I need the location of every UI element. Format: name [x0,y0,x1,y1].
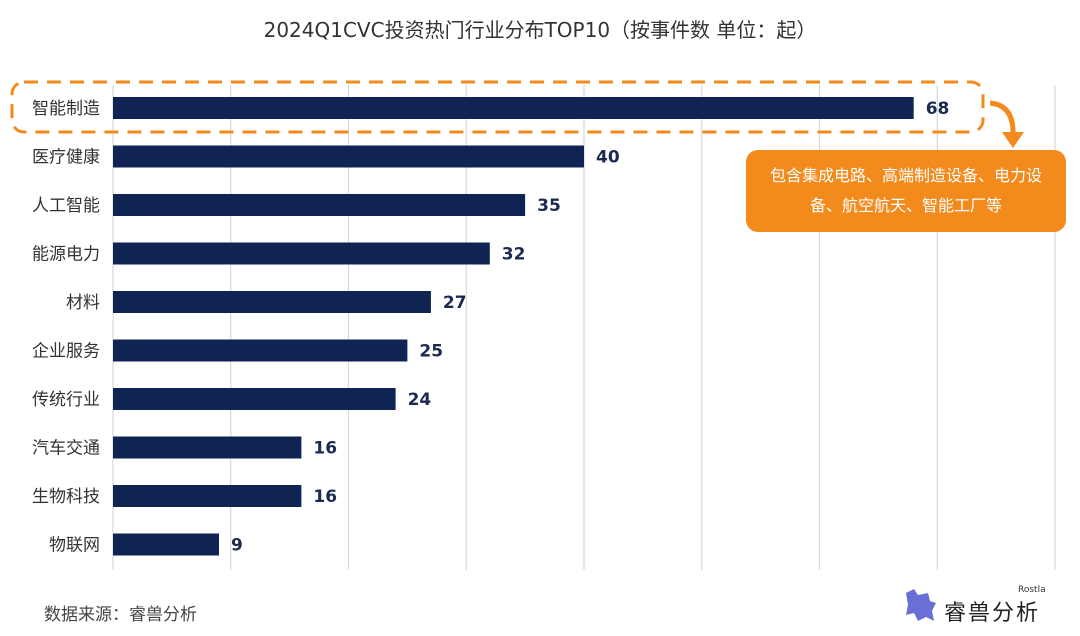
bar [113,97,914,119]
bar [113,533,219,556]
arrow-curve [989,100,1016,136]
data-label: 16 [313,487,337,507]
data-label: 25 [419,342,443,362]
data-label: 32 [502,245,526,265]
data-source: 数据来源：睿兽分析 [44,605,197,625]
category-label: 能源电力 [32,245,100,265]
data-label: 24 [408,390,432,410]
data-label: 9 [231,536,243,556]
arrow-head-icon [1002,132,1024,148]
bar [113,242,490,265]
data-label: 35 [537,196,561,216]
chart-title: 2024Q1CVC投资热门行业分布TOP10（按事件数 单位：起） [263,18,817,42]
bar [113,339,408,362]
category-label: 人工智能 [32,196,100,216]
logo: 睿兽分析 Rostla [900,585,1070,630]
logo-beast-icon [906,589,936,621]
logo-subtext: Rostla [1018,585,1046,595]
category-label: 传统行业 [32,390,100,410]
category-label: 企业服务 [32,342,100,362]
category-label: 物联网 [49,536,100,556]
highlight-box [10,80,985,134]
bar [113,388,396,410]
data-label: 68 [926,99,950,119]
category-label: 材料 [66,293,100,313]
category-label: 生物科技 [32,487,100,507]
bar [113,145,584,168]
data-label: 40 [596,148,620,168]
logo-text: 睿兽分析 [944,601,1041,626]
bar [113,194,526,216]
data-label: 16 [313,439,337,459]
data-label: 27 [443,293,467,313]
annotation-callout: 包含集成电路、高端制造设备、电力设备、航空航天、智能工厂等 [746,150,1066,232]
category-label: 智能制造 [32,99,100,119]
bar [113,436,302,459]
bar [113,485,302,507]
category-label: 医疗健康 [32,148,100,168]
category-label: 汽车交通 [32,439,100,459]
bar [113,291,431,313]
